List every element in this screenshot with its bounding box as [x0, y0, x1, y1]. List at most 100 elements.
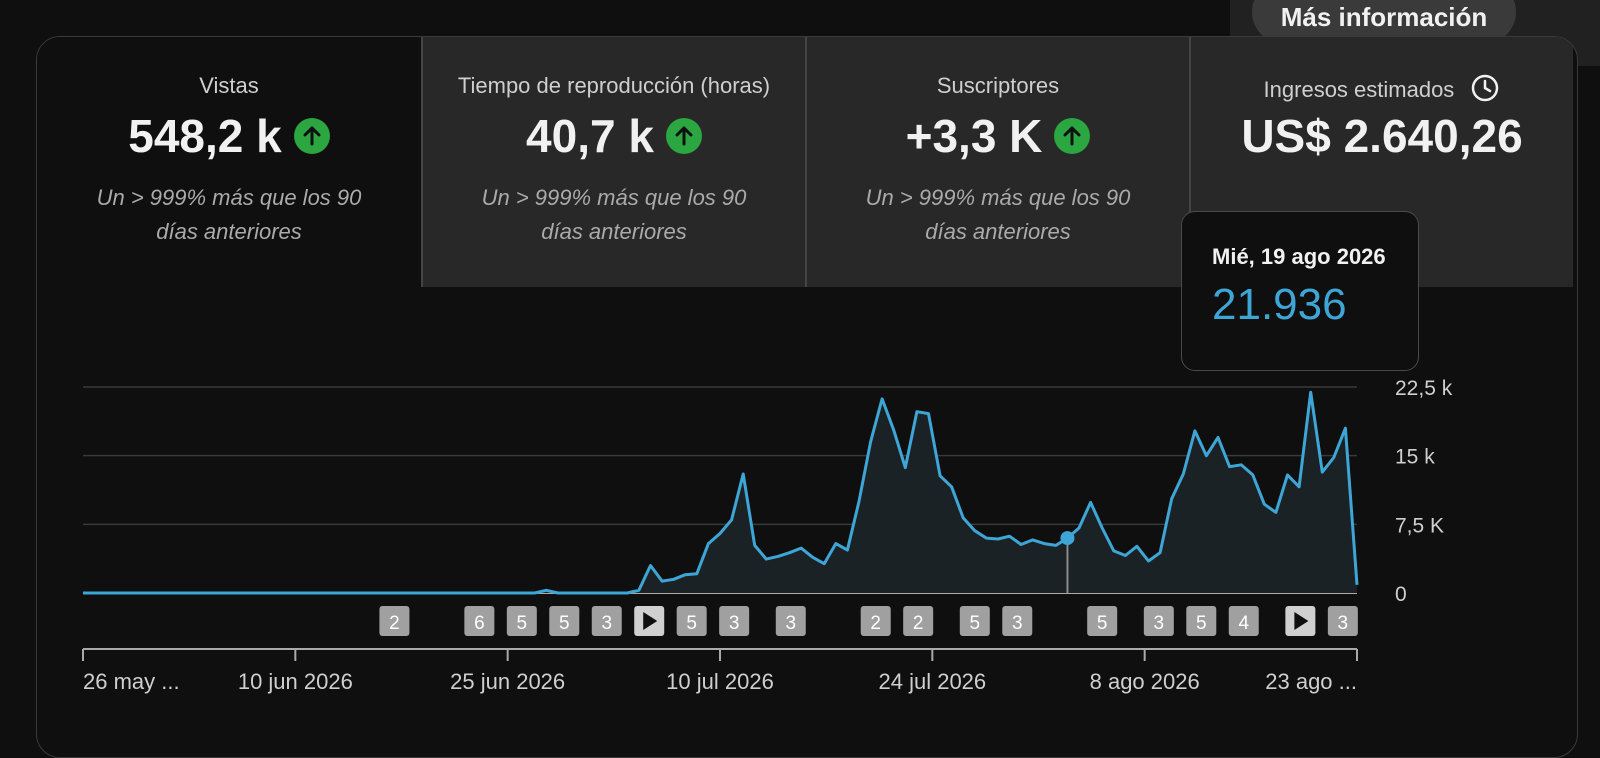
- marker-badge: [959, 606, 990, 636]
- metric-note: Un > 999% más que los 90 días anteriores: [96, 185, 362, 244]
- marker-badge: [1143, 606, 1174, 636]
- video-marker[interactable]: 3: [719, 606, 750, 636]
- metric-tab-views[interactable]: Vistas 548,2 k Un > 999% más que los 90 …: [37, 37, 421, 287]
- marker-count: 3: [601, 613, 612, 634]
- marker-count: 6: [474, 613, 485, 634]
- y-tick-label: 15 k: [1395, 446, 1435, 469]
- marker-badge: [903, 606, 934, 636]
- video-marker[interactable]: 5: [676, 606, 707, 636]
- metric-label-row: Ingresos estimados: [1191, 73, 1573, 109]
- marker-badge: [1002, 606, 1033, 636]
- analytics-card: Vistas 548,2 k Un > 999% más que los 90 …: [36, 36, 1578, 758]
- metric-note: Un > 999% más que los 90 días anteriores: [481, 185, 747, 244]
- marker-badge: [860, 606, 891, 636]
- x-tick-label: 10 jun 2026: [238, 669, 353, 694]
- metric-label: Ingresos estimados: [1263, 76, 1455, 102]
- video-marker[interactable]: 3: [1327, 606, 1358, 636]
- video-marker[interactable]: 2: [903, 606, 934, 636]
- metric-value: 40,7 k: [526, 110, 654, 162]
- marker-count: 5: [1196, 613, 1207, 634]
- metric-value-row: 548,2 k: [37, 109, 421, 163]
- video-marker[interactable]: 5: [506, 606, 537, 636]
- video-marker[interactable]: 3: [1002, 606, 1033, 636]
- marker-badge: [464, 606, 495, 636]
- arrow-up-icon: [293, 118, 330, 154]
- marker-count: 3: [729, 613, 740, 634]
- marker-count: 5: [1097, 613, 1108, 634]
- marker-count: 3: [1012, 613, 1023, 634]
- tooltip-date: Mié, 19 ago 2026: [1212, 244, 1386, 269]
- video-marker[interactable]: 3: [775, 606, 806, 636]
- metric-tab-subscribers[interactable]: Suscriptores +3,3 K Un > 999% más que lo…: [805, 37, 1189, 287]
- marker-count: 2: [913, 613, 924, 634]
- video-marker[interactable]: 4: [1228, 606, 1259, 636]
- marker-count: 5: [970, 613, 981, 634]
- marker-badge: [676, 606, 707, 636]
- video-marker[interactable]: 3: [591, 606, 622, 636]
- marker-count: 3: [785, 613, 796, 634]
- metric-tab-watch-time[interactable]: Tiempo de reproducción (horas) 40,7 k Un…: [421, 37, 805, 287]
- y-tick-label: 7,5 K: [1395, 514, 1444, 537]
- marker-count: 5: [559, 613, 570, 634]
- marker-count: 5: [686, 613, 697, 634]
- marker-badge: [1228, 606, 1259, 636]
- x-axis: 26 may ... 10 jun 2026 25 jun 2026 10 jul 2…: [82, 648, 1358, 694]
- metric-label: Vistas: [199, 73, 259, 98]
- marker-badge: [775, 606, 806, 636]
- video-marker[interactable]: 5: [959, 606, 990, 636]
- video-marker[interactable]: 3: [1143, 606, 1174, 636]
- metric-value: US$ 2.640,26: [1241, 110, 1523, 162]
- video-marker[interactable]: 5: [549, 606, 580, 636]
- x-tick-label: 26 may ...: [83, 669, 180, 694]
- y-tick-label: 22,5 k: [1395, 377, 1453, 400]
- video-marker-play[interactable]: [1285, 606, 1316, 636]
- marker-badge: [719, 606, 750, 636]
- video-marker[interactable]: 2: [860, 606, 891, 636]
- marker-badge: [591, 606, 622, 636]
- x-tick-label: 8 ago 2026: [1090, 669, 1200, 694]
- x-tick-label: 24 jul 2026: [879, 669, 987, 694]
- x-tick-label: 23 ago ...: [1265, 669, 1357, 694]
- y-axis: 0 7,5 K 15 k 22,5 k: [1395, 377, 1453, 606]
- marker-badge: [1087, 606, 1118, 636]
- marker-badge: [1327, 606, 1358, 636]
- chart-area: [83, 392, 1357, 593]
- video-marker[interactable]: 2: [379, 606, 410, 636]
- marker-badge: [549, 606, 580, 636]
- arrow-up-icon: [665, 118, 702, 154]
- marker-count: 2: [389, 613, 400, 634]
- chart-tooltip: Mié, 19 ago 2026 21.936: [1181, 211, 1419, 371]
- video-marker[interactable]: 5: [1186, 606, 1217, 636]
- y-tick-label: 0: [1395, 583, 1407, 606]
- video-marker[interactable]: 5: [1087, 606, 1118, 636]
- x-tick-label: 10 jul 2026: [666, 669, 774, 694]
- marker-count: 4: [1238, 613, 1249, 634]
- video-marker-play[interactable]: [634, 606, 665, 636]
- metric-label: Tiempo de reproducción (horas): [457, 73, 771, 98]
- marker-count: 3: [1154, 613, 1165, 634]
- marker-count: 3: [1338, 613, 1349, 634]
- play-icon: [1294, 612, 1309, 630]
- arrow-up-icon: [1054, 118, 1091, 154]
- metric-note: Un > 999% más que los 90 días anteriores: [865, 185, 1131, 244]
- chart-line: [83, 390, 1359, 595]
- video-markers: 2 6 5 5 3 5 3 3 2 2 5 3 5 3 5 4 3: [379, 606, 1358, 636]
- marker-count: 5: [517, 613, 528, 634]
- metric-value: +3,3 K: [905, 110, 1043, 162]
- metric-value: 548,2 k: [128, 110, 282, 162]
- video-marker[interactable]: 6: [464, 606, 495, 636]
- marker-badge: [506, 606, 537, 636]
- metric-value-row: 40,7 k: [423, 109, 805, 163]
- clock-icon[interactable]: [1470, 73, 1500, 109]
- marker-badge: [379, 606, 410, 636]
- metric-value-row: +3,3 K: [807, 109, 1189, 163]
- metric-value-row: US$ 2.640,26: [1191, 109, 1573, 163]
- marker-count: 2: [870, 613, 881, 634]
- hover-point: [1060, 531, 1075, 546]
- views-chart[interactable]: 0 7,5 K 15 k 22,5 k 2 6 5 5 3 5 3 3 2 2 5 3 5 3 5 4 3 26 ma…: [37, 287, 1577, 757]
- play-icon: [643, 612, 658, 630]
- metric-label: Suscriptores: [936, 73, 1060, 98]
- x-tick-label: 25 jun 2026: [450, 669, 565, 694]
- tooltip-value: 21.936: [1212, 280, 1347, 329]
- marker-badge: [1186, 606, 1217, 636]
